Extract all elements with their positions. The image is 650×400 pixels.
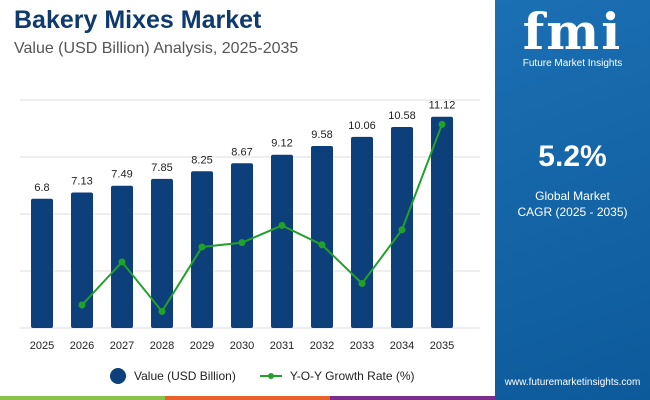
chart: 6.8 2025 7.13 2026 7.49 2027 7.85 2028 8.25 2029 8… bbox=[20, 99, 480, 352]
bar-2031 bbox=[271, 154, 293, 328]
info-panel: fmi Future Market Insights 5.2% Global M… bbox=[495, 0, 650, 400]
logo-subtext: Future Market Insights bbox=[522, 58, 623, 69]
growth-point-2033 bbox=[358, 280, 366, 287]
legend-line-swatch bbox=[259, 373, 282, 379]
bar-2035 bbox=[431, 116, 453, 328]
x-tick-2034: 2034 bbox=[390, 340, 414, 352]
chart-title: Bakery Mixes Market bbox=[14, 6, 262, 34]
bar-2026 bbox=[71, 192, 93, 328]
bar-label-2033: 10.06 bbox=[348, 120, 376, 132]
cagr-label: Global Market CAGR (2025 - 2035) bbox=[495, 188, 650, 220]
chart-subtitle: Value (USD Billion) Analysis, 2025-2035 bbox=[14, 40, 299, 57]
growth-line bbox=[81, 124, 443, 314]
x-tick-2032: 2032 bbox=[310, 340, 334, 352]
bar-2025 bbox=[31, 198, 53, 328]
bar-label-2025: 6.8 bbox=[34, 182, 49, 194]
bar-label-2027: 7.49 bbox=[111, 169, 132, 181]
logo-text: fmi bbox=[522, 2, 623, 61]
legend-line-label: Y-O-Y Growth Rate (%) bbox=[289, 369, 415, 383]
x-tick-2031: 2031 bbox=[270, 340, 294, 352]
bar-label-2032: 9.58 bbox=[311, 129, 332, 141]
cagr-label-line1: Global Market bbox=[535, 189, 610, 203]
x-tick-2030: 2030 bbox=[230, 340, 254, 352]
cagr-label-line2: CAGR (2025 - 2035) bbox=[517, 205, 628, 219]
x-tick-2029: 2029 bbox=[190, 340, 214, 352]
bar-2032 bbox=[311, 145, 333, 328]
bar-label-2035: 11.12 bbox=[429, 100, 456, 112]
growth-point-2028 bbox=[158, 307, 166, 315]
bar-label-2031: 9.12 bbox=[271, 138, 292, 150]
bar-label-2034: 10.58 bbox=[388, 110, 416, 122]
growth-point-2032 bbox=[318, 241, 326, 249]
bar-label-2030: 8.67 bbox=[231, 146, 252, 158]
x-tick-2033: 2033 bbox=[350, 340, 374, 352]
growth-point-2031 bbox=[278, 221, 286, 229]
legend-bar-label: Value (USD Billion) bbox=[134, 369, 236, 383]
x-tick-2028: 2028 bbox=[150, 340, 174, 352]
x-tick-2027: 2027 bbox=[110, 340, 134, 352]
website-url: www.futuremarketinsights.com bbox=[504, 377, 641, 388]
bar-label-2028: 7.85 bbox=[151, 162, 172, 174]
legend-bar-swatch bbox=[110, 368, 126, 384]
growth-point-2027 bbox=[118, 258, 126, 266]
x-tick-2035: 2035 bbox=[430, 340, 454, 352]
fmi-logo: fmi Future Market Insights bbox=[495, 2, 650, 70]
bar-label-2026: 7.13 bbox=[71, 176, 92, 188]
growth-point-2035 bbox=[438, 120, 446, 128]
growth-point-2034 bbox=[398, 226, 406, 234]
bar-2027 bbox=[111, 185, 133, 328]
stripe-orange bbox=[165, 396, 330, 400]
growth-point-2030 bbox=[238, 239, 246, 247]
stripe-purple bbox=[330, 396, 495, 400]
bar-2033 bbox=[351, 136, 373, 328]
cagr-value: 5.2% bbox=[538, 140, 607, 173]
bar-label-2029: 8.25 bbox=[191, 154, 212, 166]
growth-point-2029 bbox=[198, 243, 206, 251]
x-tick-2026: 2026 bbox=[70, 340, 94, 352]
bar-2028 bbox=[151, 178, 173, 328]
x-tick-2025: 2025 bbox=[30, 340, 54, 352]
stripe-green bbox=[0, 396, 165, 400]
growth-point-2026 bbox=[78, 301, 86, 309]
legend: Value (USD Billion) Y-O-Y Growth Rate (%… bbox=[110, 368, 415, 384]
